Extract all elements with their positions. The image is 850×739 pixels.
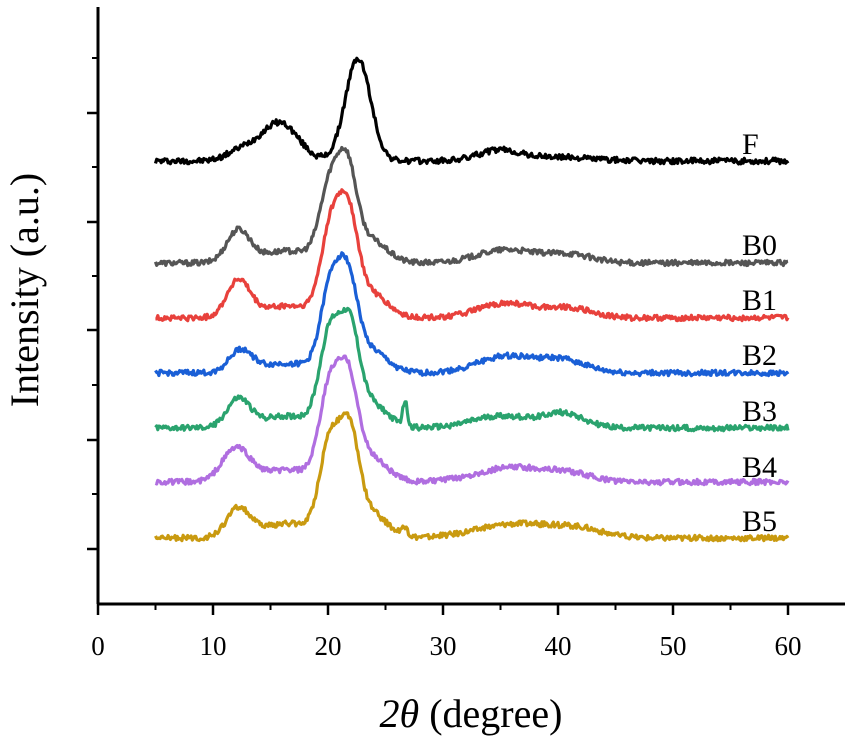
y-axis-ticks bbox=[87, 57, 98, 551]
x-tick-label: 0 bbox=[91, 631, 105, 661]
series-line-b0 bbox=[153, 145, 789, 268]
x-axis-tick-labels: 0 10 20 30 40 50 60 bbox=[91, 631, 801, 661]
x-axis-title: 2θ (degree) bbox=[380, 691, 563, 736]
series-label-b2: B2 bbox=[742, 339, 777, 372]
x-tick-label: 50 bbox=[660, 631, 687, 661]
x-axis-ticks bbox=[96, 604, 790, 615]
series-label-b0: B0 bbox=[742, 229, 777, 262]
series-label-b1: B1 bbox=[742, 284, 777, 317]
x-tick-label: 30 bbox=[430, 631, 457, 661]
series-line-b3 bbox=[154, 306, 790, 433]
series-line-b4 bbox=[154, 354, 790, 487]
series-label-b4: B4 bbox=[742, 451, 777, 484]
series-line-b5 bbox=[154, 411, 790, 543]
y-axis-title: Intensity (a.u.) bbox=[2, 173, 47, 407]
series-lines bbox=[153, 56, 790, 543]
x-tick-label: 10 bbox=[200, 631, 227, 661]
series-label-f: F bbox=[742, 128, 759, 161]
series-line-b1 bbox=[155, 188, 790, 323]
x-tick-label: 40 bbox=[545, 631, 572, 661]
series-label-b5: B5 bbox=[742, 505, 777, 538]
series-line-b2 bbox=[154, 251, 790, 378]
series-label-b3: B3 bbox=[742, 395, 777, 428]
plot-frame bbox=[96, 7, 845, 606]
x-axis-unit: (degree) bbox=[419, 691, 562, 736]
x-tick-label: 60 bbox=[775, 631, 802, 661]
x-tick-label: 20 bbox=[315, 631, 342, 661]
series-line-f bbox=[153, 56, 790, 166]
x-axis-symbol: 2θ bbox=[380, 691, 420, 736]
series-labels: F B0 B1 B2 B3 B4 B5 bbox=[742, 128, 777, 538]
